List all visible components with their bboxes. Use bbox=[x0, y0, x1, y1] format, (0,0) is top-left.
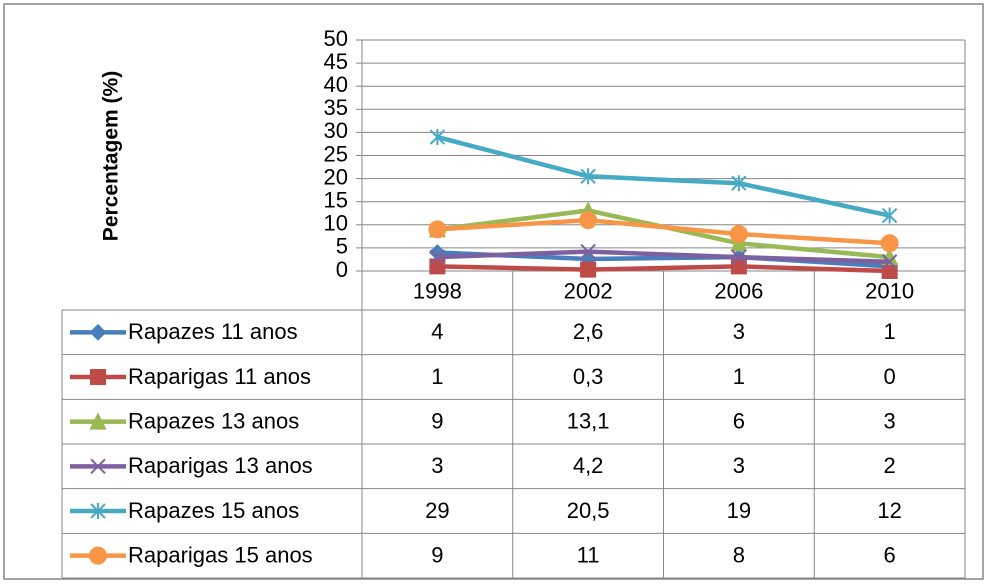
y-tick-label: 10 bbox=[324, 211, 348, 236]
marker bbox=[429, 249, 446, 265]
table-value: 6 bbox=[733, 408, 745, 433]
marker bbox=[429, 129, 446, 146]
y-tick-label: 35 bbox=[324, 95, 348, 120]
marker bbox=[579, 211, 598, 230]
legend-label: Raparigas 11 anos bbox=[128, 364, 311, 389]
x-tick-label: 1998 bbox=[413, 278, 462, 303]
table-value: 13,1 bbox=[567, 408, 610, 433]
legend-marker bbox=[90, 503, 106, 519]
table-value: 1 bbox=[733, 364, 745, 389]
table-value: 0,3 bbox=[573, 364, 604, 389]
table-value: 0 bbox=[884, 364, 896, 389]
table-value: 19 bbox=[727, 498, 751, 523]
y-tick-label: 45 bbox=[324, 49, 348, 74]
legend-marker bbox=[90, 369, 106, 385]
legend-label: Rapazes 15 anos bbox=[128, 498, 299, 523]
x-tick-label: 2006 bbox=[714, 278, 763, 303]
line bbox=[436, 134, 891, 218]
legend-marker bbox=[89, 412, 107, 430]
table-value: 6 bbox=[884, 542, 896, 567]
marker bbox=[880, 234, 899, 253]
table-value: 3 bbox=[431, 453, 443, 478]
table-value: 29 bbox=[425, 498, 449, 523]
x-tick-label: 2002 bbox=[564, 278, 613, 303]
table-value: 9 bbox=[431, 542, 443, 567]
table-value: 2 bbox=[884, 453, 896, 478]
y-tick-label: 25 bbox=[324, 141, 348, 166]
marker bbox=[881, 254, 898, 270]
y-tick-label: 40 bbox=[324, 72, 348, 97]
table-value: 3 bbox=[733, 319, 745, 344]
table-value: 3 bbox=[733, 453, 745, 478]
marker bbox=[428, 220, 447, 239]
legend-label: Raparigas 13 anos bbox=[128, 453, 313, 478]
y-tick-label: 0 bbox=[336, 257, 348, 282]
table-value: 1 bbox=[431, 364, 443, 389]
y-tick-label: 15 bbox=[324, 188, 348, 213]
table-value: 12 bbox=[877, 498, 901, 523]
marker bbox=[731, 175, 747, 192]
table-value: 9 bbox=[431, 408, 443, 433]
y-tick-label: 20 bbox=[324, 164, 348, 189]
marker bbox=[580, 168, 596, 185]
y-tick-label: 50 bbox=[324, 26, 348, 51]
table-value: 11 bbox=[577, 542, 600, 567]
table-value: 1 bbox=[884, 319, 896, 344]
table-value: 8 bbox=[733, 542, 745, 567]
chart-frame bbox=[3, 3, 984, 580]
legend-label: Rapazes 11 anos bbox=[128, 319, 298, 344]
legend-marker bbox=[90, 458, 106, 475]
legend-label: Raparigas 15 anos bbox=[128, 542, 313, 567]
table-value: 20,5 bbox=[567, 498, 610, 523]
marker bbox=[730, 234, 748, 252]
legend-marker bbox=[89, 323, 107, 341]
y-tick-label: 30 bbox=[324, 118, 348, 143]
line bbox=[437, 217, 890, 246]
marker bbox=[580, 261, 597, 278]
marker bbox=[731, 249, 747, 265]
line bbox=[437, 264, 890, 274]
y-tick-label: 5 bbox=[336, 234, 348, 259]
table-value: 3 bbox=[884, 408, 896, 433]
marker bbox=[881, 207, 898, 224]
x-tick-label: 2010 bbox=[865, 278, 914, 303]
marker bbox=[580, 243, 596, 260]
legend-marker bbox=[89, 546, 107, 565]
marker bbox=[429, 258, 446, 275]
line bbox=[437, 249, 890, 265]
table-value: 4 bbox=[431, 319, 443, 344]
marker bbox=[729, 225, 748, 244]
y-axis-label: Percentagem (%) bbox=[100, 71, 123, 241]
legend-label: Rapazes 13 anos bbox=[128, 408, 299, 433]
table-value: 4,2 bbox=[573, 453, 604, 478]
table-value: 2,6 bbox=[573, 319, 604, 344]
